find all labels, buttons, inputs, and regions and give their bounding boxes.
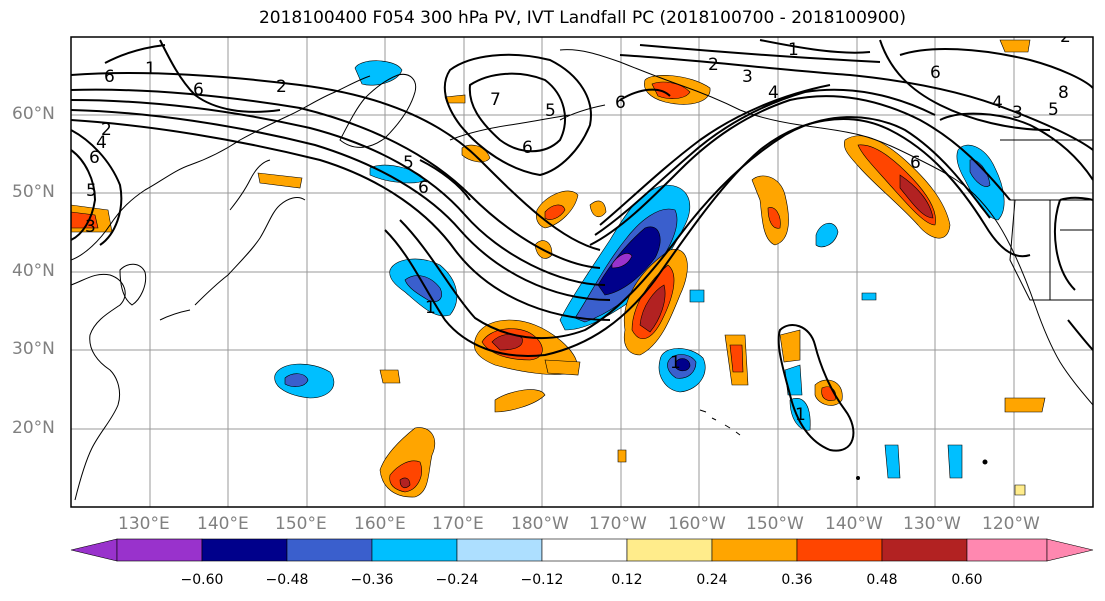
colorbar-bin (626, 538, 713, 562)
colorbar-tick-label: 0.48 (866, 572, 898, 588)
colorbar-extend-high (1046, 538, 1094, 562)
lon-label: 170°E (432, 514, 484, 534)
lat-label: 30°N (12, 339, 55, 359)
contour-label: 5 (545, 101, 556, 121)
colorbar-tick-label: −0.24 (435, 572, 479, 588)
colorbar-bin (541, 538, 628, 562)
colorbar-bin (456, 538, 543, 562)
plot-frame (70, 36, 1094, 508)
colorbar-tick-label: −0.12 (520, 572, 564, 588)
contour-label: 6 (910, 153, 921, 173)
contour-label: 5 (403, 153, 414, 173)
lat-label: 20°N (12, 418, 55, 438)
colorbar-bin (371, 538, 458, 562)
contour-label: 3 (742, 67, 753, 87)
colorbar-tick-label: 0.60 (951, 572, 983, 588)
contour-label: 6 (418, 178, 429, 198)
contour-label: 6 (104, 67, 115, 87)
colorbar-bin (796, 538, 883, 562)
colorbar-bin (116, 538, 203, 562)
colorbar-bin (966, 538, 1048, 562)
contour-label: 6 (615, 93, 626, 113)
contour-label: 1 (795, 405, 806, 425)
colorbar-bin (711, 538, 798, 562)
contour-label: 1 (670, 353, 681, 373)
colorbar-tick-label: 0.24 (696, 572, 728, 588)
contour-label: 4 (992, 93, 1003, 113)
map-title: 2018100400 F054 300 hPa PV, IVT Landfall… (258, 8, 906, 28)
contour-label: 6 (930, 63, 941, 83)
contour-label: 1 (145, 59, 156, 79)
lon-label: 120°W (982, 514, 1040, 534)
contour-label: 2 (708, 55, 719, 75)
lon-label: 180°W (511, 514, 569, 534)
lon-label: 160°W (668, 514, 726, 534)
colorbar-extend-low (70, 538, 118, 562)
contour-label: 2 (276, 77, 287, 97)
colorbar-tick-label: 0.12 (611, 572, 643, 588)
lon-label: 160°E (354, 514, 406, 534)
contour-label: 6 (522, 138, 533, 158)
contour-label: 6 (89, 148, 100, 168)
lon-label: 150°E (275, 514, 327, 534)
colorbar-bin (286, 538, 373, 562)
contour-label: 7 (490, 90, 501, 110)
lon-label: 130°W (903, 514, 961, 534)
lon-label: 140°W (825, 514, 883, 534)
lat-label: 50°N (12, 182, 55, 202)
contour-label: 3 (85, 217, 96, 237)
contour-label: 1 (788, 40, 799, 60)
colorbar-tick-label: −0.36 (350, 572, 394, 588)
contour-label: 5 (86, 181, 97, 201)
lon-label: 140°E (197, 514, 249, 534)
contour-label: 4 (768, 83, 779, 103)
contour-label: 8 (1058, 83, 1069, 103)
contour-label: 6 (193, 80, 204, 100)
plot-area: 1 2 3 4 5 6 6 6 5 6 2 6 6 2 3 4 1 1 1 1 … (71, 27, 1093, 507)
colorbar-tick-label: −0.60 (180, 572, 224, 588)
contour-label: 2 (101, 120, 112, 140)
lon-label: 130°E (118, 514, 170, 534)
gridlines (71, 37, 1093, 507)
colorbar-bin (201, 538, 288, 562)
colorbar-tick-label: 0.36 (781, 572, 813, 588)
ivt-contours (71, 39, 1093, 452)
contour-label: 3 (1012, 103, 1023, 123)
contour-label: 4 (96, 133, 107, 153)
lat-label: 40°N (12, 261, 55, 281)
lon-label: 170°W (589, 514, 647, 534)
contour-label: 1 (425, 298, 436, 318)
contour-labels: 1 2 3 4 5 6 6 6 5 6 2 6 6 2 3 4 1 1 1 1 … (85, 27, 1071, 425)
colorbar-bin (881, 538, 968, 562)
lon-label: 150°W (746, 514, 804, 534)
colorbar (70, 538, 1094, 562)
contour-label: 5 (1048, 100, 1059, 120)
contour-label: 2 (1060, 27, 1071, 47)
lat-label: 60°N (12, 104, 55, 124)
colorbar-tick-label: −0.48 (265, 572, 309, 588)
